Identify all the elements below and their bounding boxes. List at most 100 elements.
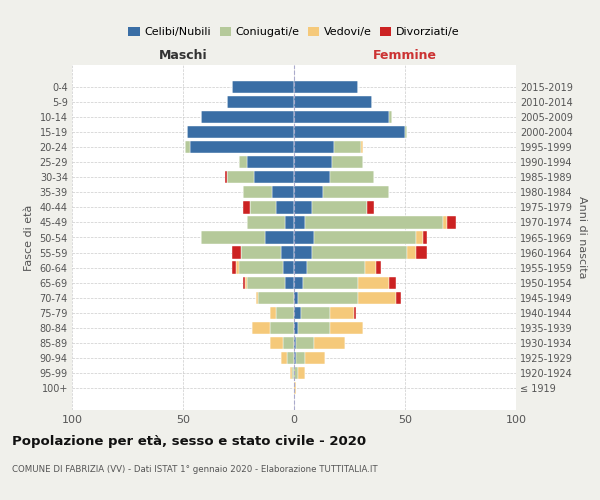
Bar (294, 232, 314, 243)
Bar (294, 201, 312, 213)
Bar (294, 262, 307, 274)
Bar (407, 246, 416, 258)
Bar (281, 352, 287, 364)
Bar (416, 246, 427, 258)
Bar (294, 156, 332, 168)
Bar (305, 216, 443, 228)
Bar (283, 262, 294, 274)
Bar (358, 276, 389, 289)
Bar (303, 276, 358, 289)
Bar (190, 141, 294, 154)
Bar (247, 216, 285, 228)
Bar (201, 111, 294, 123)
Bar (396, 292, 401, 304)
Bar (243, 186, 272, 198)
Bar (285, 216, 294, 228)
Bar (329, 171, 374, 183)
Bar (314, 337, 345, 349)
Bar (298, 292, 358, 304)
Bar (247, 276, 285, 289)
Bar (305, 352, 325, 364)
Bar (323, 186, 389, 198)
Bar (285, 276, 294, 289)
Bar (294, 306, 301, 319)
Bar (298, 322, 329, 334)
Bar (256, 292, 259, 304)
Bar (269, 322, 294, 334)
Bar (294, 80, 358, 93)
Bar (232, 80, 294, 93)
Bar (243, 276, 245, 289)
Bar (294, 96, 372, 108)
Bar (236, 262, 239, 274)
Bar (294, 246, 312, 258)
Bar (243, 201, 250, 213)
Bar (238, 262, 283, 274)
Bar (241, 246, 281, 258)
Bar (298, 367, 305, 380)
Bar (367, 201, 374, 213)
Bar (227, 96, 294, 108)
Bar (365, 262, 376, 274)
Bar (250, 201, 276, 213)
Bar (269, 337, 283, 349)
Bar (283, 337, 294, 349)
Bar (227, 171, 254, 183)
Bar (329, 322, 363, 334)
Bar (294, 322, 298, 334)
Bar (307, 262, 365, 274)
Bar (294, 337, 296, 349)
Bar (272, 186, 294, 198)
Bar (254, 171, 294, 183)
Bar (187, 126, 294, 138)
Bar (252, 322, 269, 334)
Bar (296, 337, 314, 349)
Bar (290, 367, 292, 380)
Y-axis label: Fasce di età: Fasce di età (24, 204, 34, 270)
Bar (294, 141, 334, 154)
Bar (294, 367, 298, 380)
Bar (389, 111, 392, 123)
Bar (247, 156, 294, 168)
Bar (287, 352, 294, 364)
Bar (332, 156, 363, 168)
Bar (294, 126, 405, 138)
Bar (389, 276, 396, 289)
Bar (294, 382, 296, 394)
Bar (296, 352, 305, 364)
Bar (294, 171, 329, 183)
Bar (294, 276, 303, 289)
Bar (423, 232, 427, 243)
Bar (232, 262, 236, 274)
Bar (276, 306, 294, 319)
Bar (201, 232, 265, 243)
Bar (301, 306, 329, 319)
Bar (276, 201, 294, 213)
Bar (416, 232, 423, 243)
Bar (314, 232, 416, 243)
Bar (259, 292, 294, 304)
Bar (312, 201, 367, 213)
Bar (358, 292, 396, 304)
Text: COMUNE DI FABRIZIA (VV) - Dati ISTAT 1° gennaio 2020 - Elaborazione TUTTITALIA.I: COMUNE DI FABRIZIA (VV) - Dati ISTAT 1° … (12, 465, 377, 474)
Text: Popolazione per età, sesso e stato civile - 2020: Popolazione per età, sesso e stato civil… (12, 435, 366, 448)
Bar (334, 141, 361, 154)
Bar (292, 367, 294, 380)
Text: Maschi: Maschi (158, 48, 208, 62)
Bar (294, 352, 296, 364)
Bar (239, 156, 247, 168)
Bar (269, 306, 276, 319)
Legend: Celibi/Nubili, Coniugati/e, Vedovi/e, Divorziati/e: Celibi/Nubili, Coniugati/e, Vedovi/e, Di… (124, 22, 464, 42)
Bar (443, 216, 447, 228)
Bar (265, 232, 294, 243)
Bar (294, 186, 323, 198)
Bar (294, 292, 298, 304)
Bar (225, 171, 227, 183)
Bar (185, 141, 190, 154)
Bar (245, 276, 247, 289)
Bar (376, 262, 380, 274)
Bar (329, 306, 354, 319)
Bar (312, 246, 407, 258)
Bar (232, 246, 241, 258)
Text: Femmine: Femmine (373, 48, 437, 62)
